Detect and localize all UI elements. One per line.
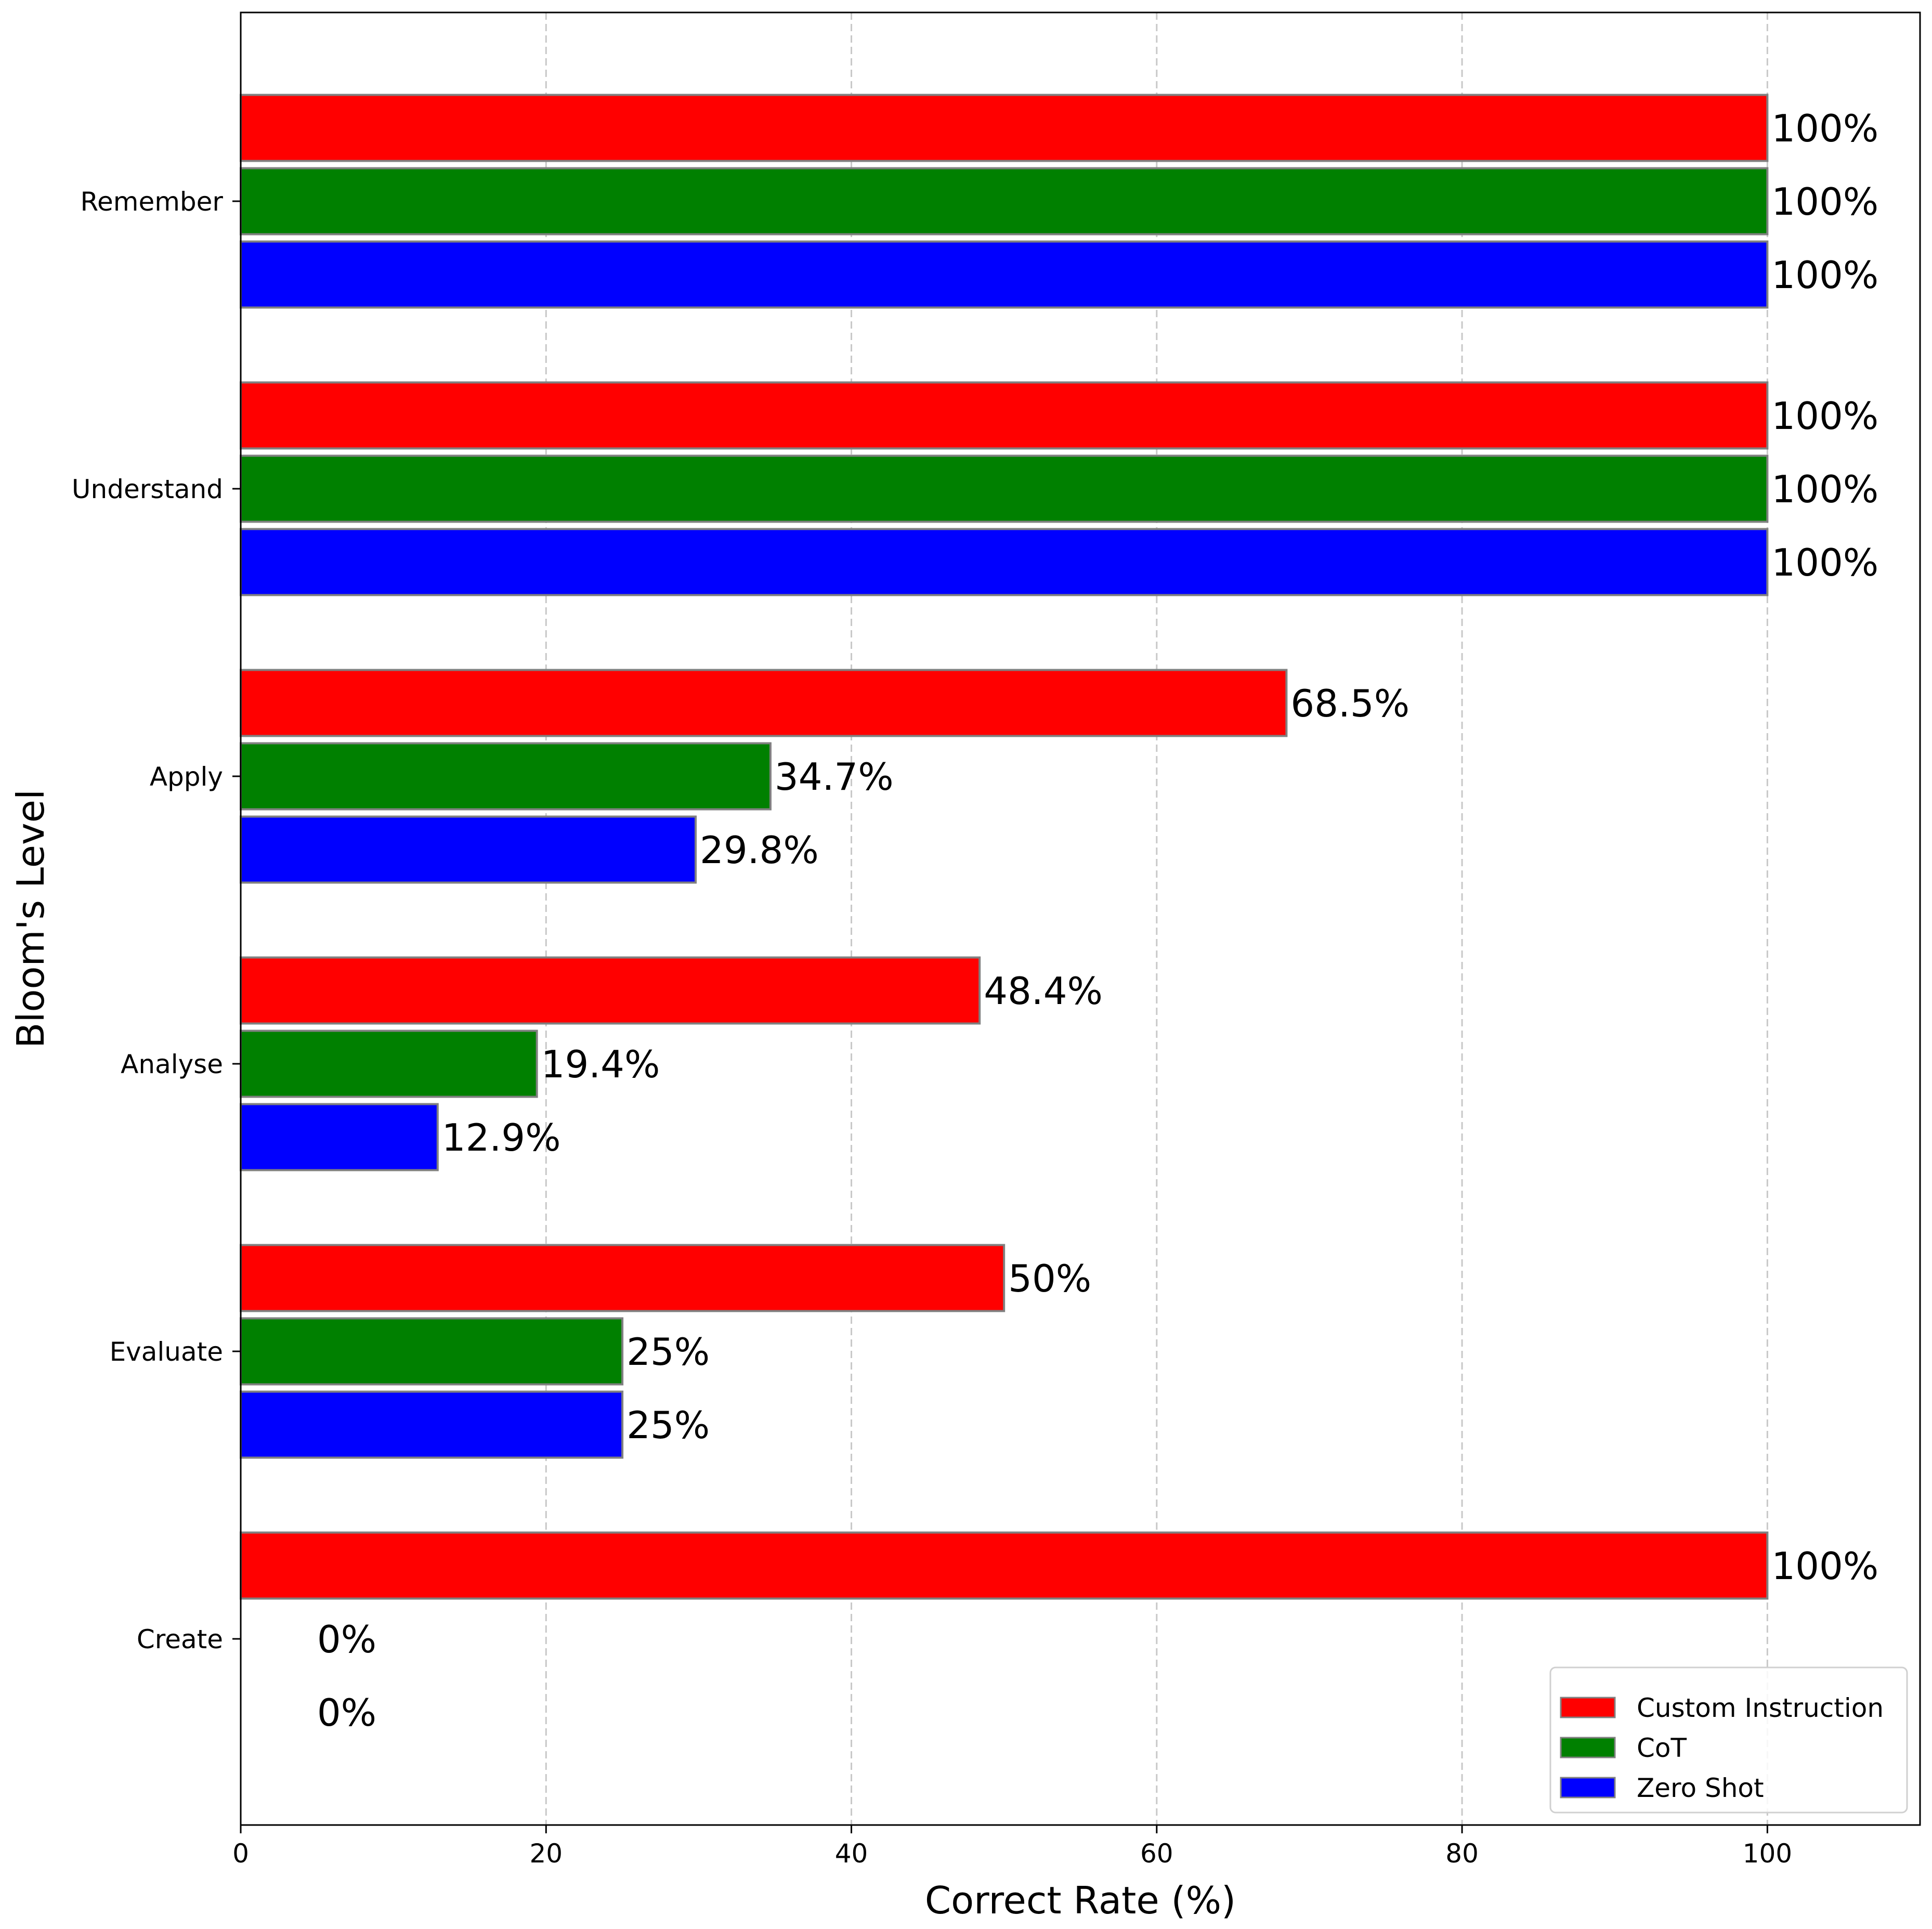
legend-swatch <box>1560 1777 1616 1798</box>
x-tick-label: 20 <box>529 1839 563 1869</box>
legend: Custom Instruction CoT Zero Shot <box>1549 1666 1908 1814</box>
data-label: 100% <box>1771 541 1878 584</box>
data-label: 50% <box>1008 1257 1091 1300</box>
bar <box>240 1531 1769 1600</box>
bar <box>240 956 981 1025</box>
bar <box>240 240 1769 309</box>
x-tick-label: 60 <box>1140 1839 1173 1869</box>
data-label: 29.8% <box>700 828 819 872</box>
gridlines <box>545 12 1768 1825</box>
bar <box>240 1244 1006 1312</box>
bar <box>240 94 1769 162</box>
y-axis-ticks: Remember Understand Apply Analyse Evaluate Cr… <box>72 187 241 1654</box>
legend-label: Custom Instruction <box>1637 1693 1884 1723</box>
category-label: Evaluate <box>110 1337 223 1367</box>
data-label: 19.4% <box>541 1042 660 1086</box>
data-label: 100% <box>1771 180 1878 224</box>
category-label: Remember <box>81 187 224 217</box>
data-label: 0% <box>317 1618 376 1661</box>
bar <box>240 1317 624 1386</box>
data-label: 34.7% <box>775 755 894 799</box>
bar <box>240 1103 439 1171</box>
bar <box>240 669 1288 737</box>
bar <box>240 167 1769 236</box>
data-label: 48.4% <box>984 969 1103 1013</box>
bar <box>240 1029 538 1098</box>
legend-label: Zero Shot <box>1637 1773 1764 1803</box>
bar <box>240 815 697 884</box>
bar <box>240 381 1769 450</box>
plot-frame <box>240 11 1921 1826</box>
x-axis-title: Correct Rate (%) <box>925 1879 1236 1922</box>
bar <box>240 528 1769 596</box>
data-label: 12.9% <box>442 1116 561 1159</box>
legend-swatch <box>1560 1737 1616 1758</box>
legend-swatch <box>1560 1697 1616 1718</box>
category-label: Apply <box>150 762 223 792</box>
bars <box>240 94 1769 1600</box>
bar <box>240 742 772 811</box>
data-label: 25% <box>626 1403 710 1447</box>
data-label: 100% <box>1771 1544 1878 1588</box>
data-label: 100% <box>1771 253 1878 297</box>
x-tick-label: 80 <box>1445 1839 1479 1869</box>
legend-box <box>1549 1666 1908 1814</box>
legend-label: CoT <box>1637 1733 1687 1763</box>
bar <box>240 1390 624 1459</box>
x-axis-ticks: 0 20 40 60 80 100 <box>232 1825 1792 1869</box>
data-label: 100% <box>1771 394 1878 438</box>
data-label: 25% <box>626 1330 710 1374</box>
data-label: 100% <box>1771 467 1878 511</box>
y-axis-title: Bloom's Level <box>9 789 53 1048</box>
x-tick-label: 100 <box>1743 1839 1792 1869</box>
data-label: 68.5% <box>1290 682 1409 725</box>
category-label: Create <box>137 1624 223 1654</box>
data-label: 100% <box>1771 107 1878 150</box>
category-label: Analyse <box>121 1049 223 1079</box>
data-label: 0% <box>317 1691 376 1735</box>
x-tick-label: 0 <box>232 1839 249 1869</box>
bar <box>240 454 1769 523</box>
category-label: Understand <box>72 474 223 504</box>
data-labels: 100% 100% 100% 100% 100% 100% 68.5% 34.7% 29.8% 4… <box>317 107 1878 1735</box>
x-tick-label: 40 <box>835 1839 868 1869</box>
